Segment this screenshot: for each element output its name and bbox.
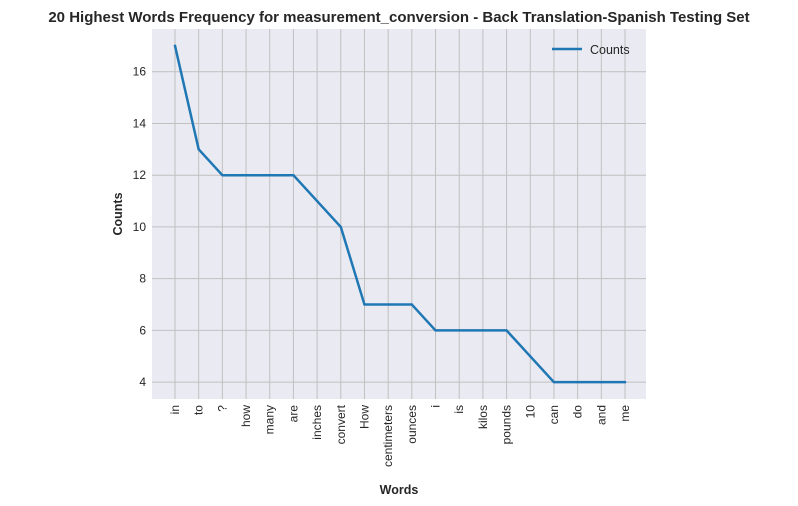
x-tick-label: and — [594, 405, 608, 425]
x-tick-label: How — [357, 405, 371, 429]
data-point — [244, 173, 248, 177]
y-tick-label: 6 — [139, 323, 146, 337]
x-tick-label: to — [192, 405, 206, 415]
x-tick-label: centimeters — [381, 405, 395, 467]
chart-title: 20 Highest Words Frequency for measureme… — [48, 9, 749, 26]
gridlines — [152, 29, 646, 399]
x-tick-label: i — [429, 405, 443, 408]
data-point — [173, 44, 177, 48]
x-tick-label: how — [239, 405, 253, 427]
x-tick-label: convert — [334, 404, 348, 444]
plot-area — [152, 29, 646, 399]
data-point — [363, 303, 366, 306]
x-tick-label: in — [168, 405, 182, 414]
x-tick-label: is — [452, 405, 466, 414]
data-point — [576, 380, 579, 384]
x-axis-ticks: in to? how many are inches convert How centimete… — [168, 404, 632, 467]
legend-label-counts: Counts — [590, 43, 630, 57]
x-tick-label: pounds — [500, 405, 514, 444]
data-point — [197, 148, 200, 151]
data-point — [434, 329, 437, 332]
x-tick-label: do — [571, 405, 585, 419]
x-tick-label: ? — [215, 405, 229, 412]
data-point — [505, 329, 508, 332]
y-tick-label: 16 — [133, 65, 147, 79]
y-axis-label: Counts — [111, 192, 125, 235]
legend: Counts — [552, 43, 630, 57]
data-point — [410, 303, 414, 306]
data-point — [552, 380, 556, 384]
series-line-counts — [173, 44, 627, 384]
y-tick-label: 8 — [139, 272, 146, 286]
x-tick-label: many — [263, 405, 277, 434]
y-tick-label: 10 — [133, 220, 147, 234]
y-tick-label: 14 — [133, 116, 147, 130]
data-point — [292, 173, 295, 177]
y-axis-ticks: 4 6 8 10 12 14 16 — [133, 65, 147, 389]
data-point — [386, 303, 390, 306]
x-axis-label: Words — [380, 483, 419, 497]
data-point — [623, 380, 627, 384]
data-point — [221, 173, 224, 177]
data-point — [458, 329, 461, 332]
data-point — [600, 380, 603, 384]
x-tick-label: me — [618, 405, 632, 422]
data-point — [315, 199, 319, 203]
x-tick-label: 10 — [523, 405, 537, 419]
x-tick-label: kilos — [476, 405, 490, 429]
x-tick-label: ounces — [405, 405, 419, 444]
x-tick-label: can — [547, 405, 561, 424]
y-tick-label: 12 — [133, 168, 147, 182]
data-point — [481, 329, 485, 332]
series-layer — [173, 44, 627, 384]
data-point — [339, 225, 342, 229]
y-tick-label: 4 — [139, 375, 146, 389]
x-tick-label: are — [286, 405, 300, 423]
data-point — [529, 355, 532, 358]
x-tick-label: inches — [310, 405, 324, 440]
data-point — [268, 173, 271, 177]
